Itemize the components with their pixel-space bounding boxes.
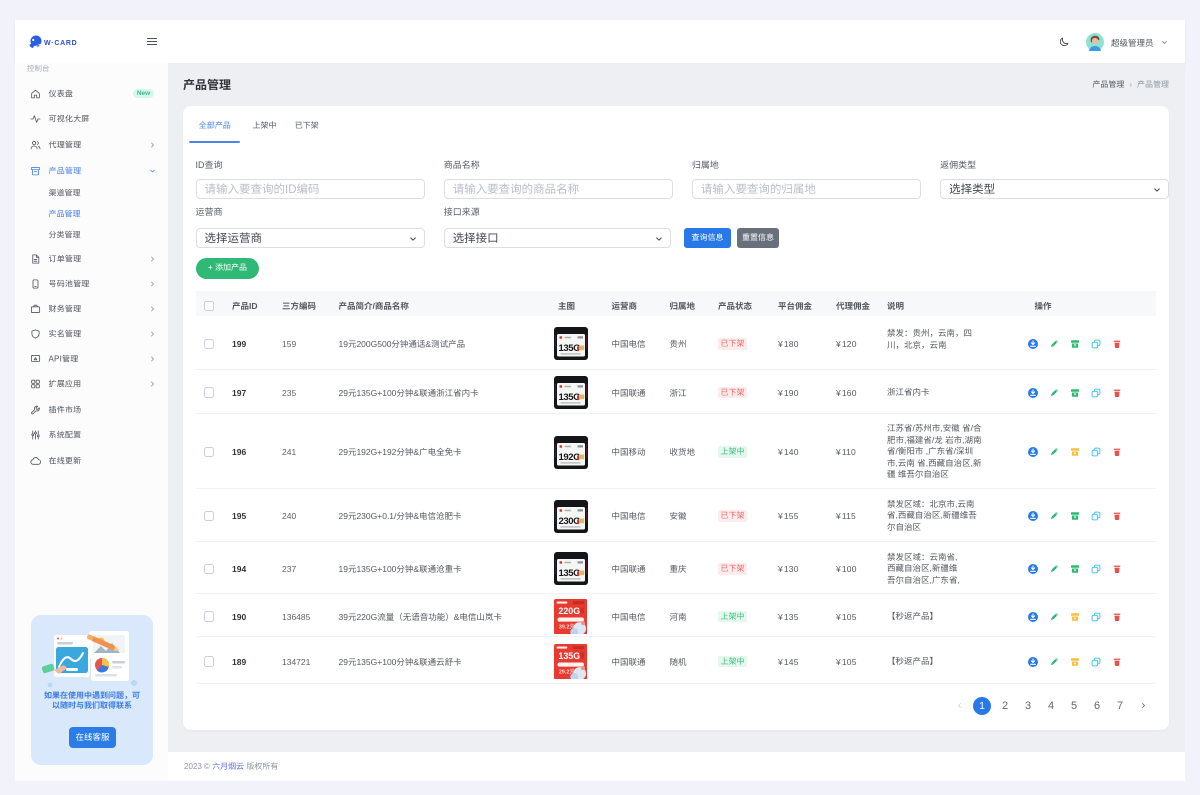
svg-text:135G: 135G [558,651,580,661]
svg-text:135G: 135G [558,343,580,354]
svg-text:29.2元: 29.2元 [558,668,575,675]
svg-text:220G: 220G [558,606,580,616]
svg-text:39.2元: 39.2元 [558,623,575,630]
svg-text:135G: 135G [558,568,580,579]
svg-text:135G: 135G [558,392,580,403]
svg-text:230G: 230G [558,516,580,527]
svg-text:192G: 192G [558,452,580,463]
